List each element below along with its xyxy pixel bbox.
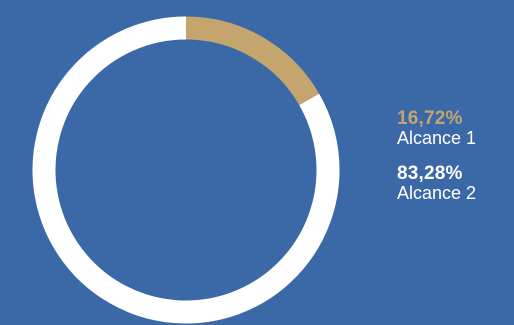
donut-slice-alcance-2 — [32, 16, 340, 324]
legend-label-alcance-1: Alcance 1 — [397, 128, 477, 148]
legend-label-alcance-2: Alcance 2 — [397, 183, 477, 203]
chart-legend: 16,72% Alcance 1 83,28% Alcance 2 — [397, 109, 514, 219]
legend-value-alcance-1: 16,72% — [397, 108, 463, 129]
donut-slice-alcance-1 — [185, 16, 320, 106]
legend-item-alcance-2: 83,28% Alcance 2 — [397, 164, 514, 202]
legend-item-alcance-1: 16,72% Alcance 1 — [397, 109, 514, 147]
legend-value-alcance-2: 83,28% — [397, 163, 463, 184]
